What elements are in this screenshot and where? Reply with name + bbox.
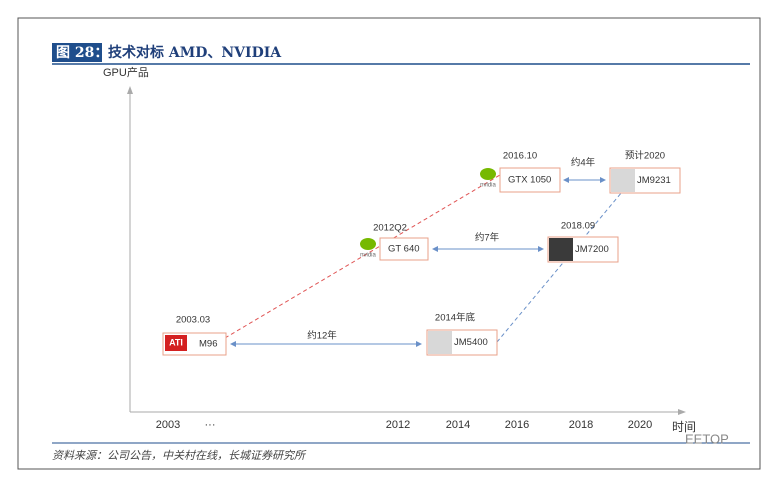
x-label: 2014 [446,419,470,431]
x-label: 2016 [505,419,529,431]
arrow-head [538,246,544,252]
node: 2003.03 ATI M96 [162,315,227,356]
node: 2012Q2 nvidia GT 640 [360,223,429,261]
logo-box [165,335,187,351]
figure-tag [52,43,102,62]
node-box [499,167,561,193]
y-axis-label: GPU产品 [103,65,149,79]
logo: nvidia [480,183,496,189]
node-label: GTX 1050 [508,175,551,186]
logo: nvidia [360,253,376,259]
x-label: 2018 [569,419,593,431]
node-label: GT 640 [388,244,420,255]
nodes: 2003.03 ATI M96 2012Q2 nvidia GT 640 2016.10 nv… [162,150,681,356]
x-label: 2003 [156,419,180,431]
x-label: ··· [205,419,216,431]
node-date: 2014年底 [435,312,476,324]
node: 2018.09 JM7200 [547,221,619,263]
chip-image [428,331,452,354]
node-label: JM5400 [454,337,488,348]
x-labels: 2003 ··· 2012 2014 2016 2018 2020 [156,419,652,431]
gap-label: 约4年 [571,157,596,169]
node-date: 2012Q2 [373,223,407,234]
arrow-head [600,177,606,183]
node-date: 2016.10 [503,151,537,162]
node-box [379,237,429,261]
logo-icon [480,168,496,180]
source: 资料来源：公司公告，中关村在线，长城证券研究所 [52,449,307,462]
chip-image [549,238,573,261]
node: 2014年底 JM5400 [426,312,498,356]
arrow-head [432,246,438,252]
node-date: 2003.03 [176,315,210,326]
x-label: 2020 [628,419,652,431]
chip-image [611,169,635,192]
figure-number: 图 28： [56,45,108,61]
x-label: 2012 [386,419,410,431]
x-axis-label: 时间 [672,420,696,434]
arrow-head [416,341,422,347]
logo-icon [360,238,376,250]
node: 2016.10 nvidia GTX 1050 [480,151,561,193]
y-arrow [127,86,133,94]
node-label: JM7200 [575,244,609,255]
gap-label: 约12年 [307,330,337,342]
node-date: 2018.09 [561,221,595,232]
trend-line [224,171,506,339]
watermark: EETOP [685,431,729,446]
node-date: 预计2020 [625,150,665,162]
node-label: M96 [199,339,217,350]
figure-title: 技术对标 AMD、NVIDIA [108,44,282,61]
x-arrow [678,409,686,415]
arrow-head [230,341,236,347]
arrows: 约12年 约7年 约4年 [230,157,606,347]
logo: ATI [169,337,183,347]
gap-label: 约7年 [475,232,500,244]
node-label: JM9231 [637,175,671,186]
node: 预计2020 JM9231 [609,150,681,194]
arrow-head [563,177,569,183]
